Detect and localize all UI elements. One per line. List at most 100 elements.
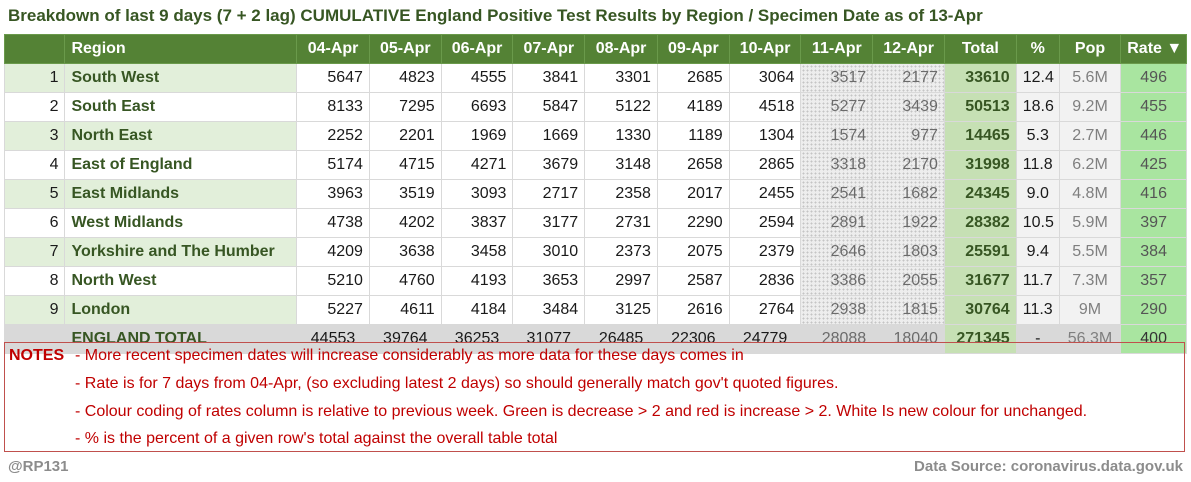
date-value: 2075	[656, 237, 730, 267]
notes-heading: NOTES	[9, 347, 65, 364]
date-value: 3517	[800, 63, 874, 93]
date-value: 3318	[800, 150, 874, 180]
date-value: 3837	[440, 208, 514, 238]
row-rank: 7	[3, 237, 66, 267]
header-date-7[interactable]: 10-Apr	[728, 34, 802, 64]
region-percent: 10.5	[1015, 208, 1060, 238]
date-value: 2290	[656, 208, 730, 238]
header-region[interactable]: Region	[64, 34, 298, 64]
note-line: - More recent specimen dates will increa…	[75, 347, 744, 364]
table-row: 7 Yorkshire and The Humber 4209 3638 3458 301…	[3, 237, 1187, 267]
date-value: 3519	[368, 179, 442, 209]
date-value: 5277	[800, 92, 874, 122]
date-value: 5647	[296, 63, 370, 93]
region-total: 24345	[943, 179, 1017, 209]
date-value: 3386	[800, 266, 874, 296]
header-date-1[interactable]: 04-Apr	[296, 34, 370, 64]
header-date-5[interactable]: 08-Apr	[584, 34, 658, 64]
header-total[interactable]: Total	[943, 34, 1017, 64]
header-date-8[interactable]: 11-Apr	[800, 34, 874, 64]
date-value: 4271	[440, 150, 514, 180]
date-value: 4209	[296, 237, 370, 267]
row-rank: 3	[3, 121, 66, 151]
date-value: 2177	[872, 63, 945, 93]
region-total: 50513	[943, 92, 1017, 122]
row-rank: 8	[3, 266, 66, 296]
date-value: 3301	[584, 63, 658, 93]
region-rate: 446	[1120, 121, 1187, 151]
region-percent: 9.0	[1015, 179, 1060, 209]
date-value: 2646	[800, 237, 874, 267]
region-name: South East	[64, 92, 298, 122]
date-value: 3841	[512, 63, 586, 93]
note-line: - Rate is for 7 days from 04-Apr, (so ex…	[75, 375, 839, 392]
table-row: 4 East of England 5174 4715 4271 3679 3148 2658…	[3, 150, 1187, 180]
date-value: 2594	[728, 208, 802, 238]
region-population: 5.5M	[1058, 237, 1122, 267]
date-value: 2717	[512, 179, 586, 209]
date-value: 6693	[440, 92, 514, 122]
header-date-9[interactable]: 12-Apr	[872, 34, 945, 64]
row-rank: 1	[3, 63, 66, 93]
date-value: 2170	[872, 150, 945, 180]
date-value: 2616	[656, 295, 730, 325]
region-name: Yorkshire and The Humber	[64, 237, 298, 267]
header-date-6[interactable]: 09-Apr	[656, 34, 730, 64]
date-value: 4202	[368, 208, 442, 238]
date-value: 4189	[656, 92, 730, 122]
region-total: 33610	[943, 63, 1017, 93]
header-rank	[3, 34, 66, 64]
table-row: 8 North West 5210 4760 4193 3653 2997 2587 2836 3…	[3, 266, 1187, 296]
region-name: London	[64, 295, 298, 325]
date-value: 4738	[296, 208, 370, 238]
date-value: 3125	[584, 295, 658, 325]
region-rate: 397	[1120, 208, 1187, 238]
date-value: 2252	[296, 121, 370, 151]
date-value: 1682	[872, 179, 945, 209]
region-percent: 11.3	[1015, 295, 1060, 325]
region-percent: 5.3	[1015, 121, 1060, 151]
region-percent: 11.7	[1015, 266, 1060, 296]
date-value: 8133	[296, 92, 370, 122]
header-rate-sort-desc[interactable]: Rate ▼	[1120, 34, 1187, 64]
region-population: 5.9M	[1058, 208, 1122, 238]
row-rank: 5	[3, 179, 66, 209]
data-source: Data Source: coronavirus.data.gov.uk	[914, 458, 1183, 475]
date-value: 3093	[440, 179, 514, 209]
date-value: 2055	[872, 266, 945, 296]
date-value: 1815	[872, 295, 945, 325]
date-value: 1922	[872, 208, 945, 238]
header-pop[interactable]: Pop	[1058, 34, 1122, 64]
date-value: 2201	[368, 121, 442, 151]
table-row: 3 North East 2252 2201 1969 1669 1330 1189 1304 1…	[3, 121, 1187, 151]
date-value: 2455	[728, 179, 802, 209]
region-population: 9M	[1058, 295, 1122, 325]
region-population: 5.6M	[1058, 63, 1122, 93]
date-value: 3638	[368, 237, 442, 267]
date-value: 2836	[728, 266, 802, 296]
total-rank-blank	[3, 324, 66, 354]
date-value: 1969	[440, 121, 514, 151]
region-total: 31998	[943, 150, 1017, 180]
region-total: 31677	[943, 266, 1017, 296]
table-row: 1 South West 5647 4823 4555 3841 3301 2685 3064 3…	[3, 63, 1187, 93]
header-date-4[interactable]: 07-Apr	[512, 34, 586, 64]
region-name: North West	[64, 266, 298, 296]
date-value: 2587	[656, 266, 730, 296]
date-value: 2358	[584, 179, 658, 209]
date-value: 5122	[584, 92, 658, 122]
date-value: 5174	[296, 150, 370, 180]
date-value: 4555	[440, 63, 514, 93]
header-date-2[interactable]: 05-Apr	[368, 34, 442, 64]
header-percent[interactable]: %	[1015, 34, 1060, 64]
date-value: 3458	[440, 237, 514, 267]
date-value: 2938	[800, 295, 874, 325]
date-value: 4611	[368, 295, 442, 325]
header-date-3[interactable]: 06-Apr	[440, 34, 514, 64]
region-name: East Midlands	[64, 179, 298, 209]
region-population: 2.7M	[1058, 121, 1122, 151]
region-total: 30764	[943, 295, 1017, 325]
date-value: 2997	[584, 266, 658, 296]
date-value: 2541	[800, 179, 874, 209]
date-value: 4760	[368, 266, 442, 296]
